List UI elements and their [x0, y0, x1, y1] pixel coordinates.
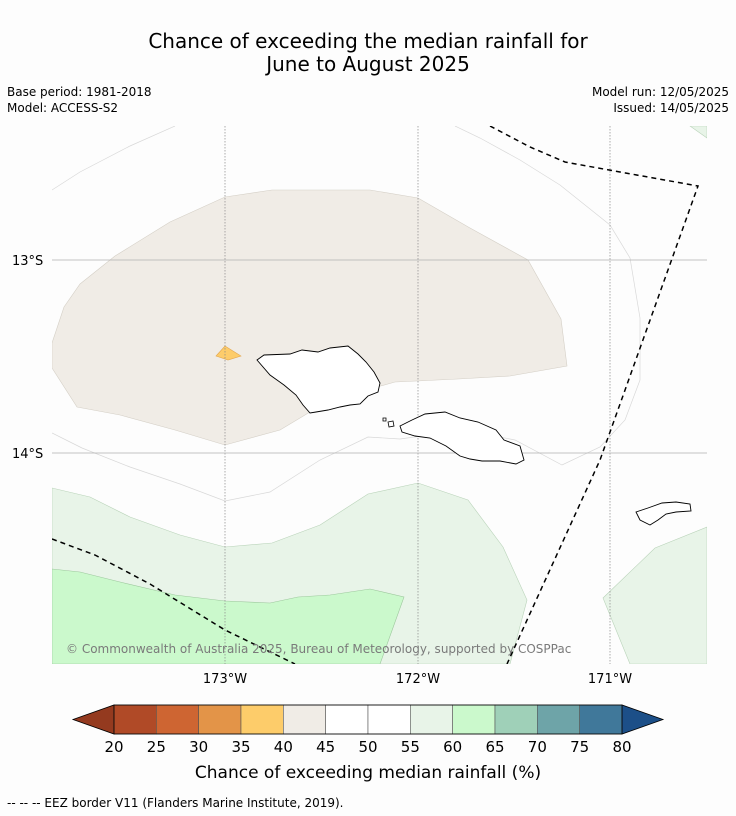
colorbar-segment — [156, 704, 199, 735]
model-name: Model: ACCESS-S2 — [7, 101, 119, 115]
colorbar-segment — [410, 704, 453, 735]
run-info: Model run: 12/05/2025 Issued: 14/05/2025 — [592, 84, 729, 116]
colorbar-tick-label: 35 — [231, 738, 250, 756]
upolu-island — [399, 411, 525, 465]
issued-date: Issued: 14/05/2025 — [613, 101, 729, 115]
colorbar-tick-label: 30 — [189, 738, 208, 756]
colorbar-segment — [283, 704, 326, 735]
lat-label-14s: 14°S — [12, 447, 43, 462]
colorbar-tick-label: 40 — [274, 738, 293, 756]
lon-label-172w: 172°W — [396, 672, 440, 687]
apolima-islet — [382, 417, 387, 422]
colorbar-tick-label: 45 — [316, 738, 335, 756]
colorbar-over-arrow — [621, 704, 665, 735]
colorbar-tick-label: 20 — [104, 738, 123, 756]
lon-label-171w: 171°W — [588, 672, 632, 687]
title-line-1: Chance of exceeding the median rainfall … — [148, 29, 588, 53]
colorbar-ticks: 20 25 30 35 40 45 50 55 60 65 70 75 80 — [104, 738, 631, 756]
colorbar-segment — [537, 704, 580, 735]
colorbar-segment — [240, 704, 284, 735]
eez-legend-footnote: -- -- -- EEZ border V11 (Flanders Marine… — [7, 796, 344, 810]
copyright-notice: © Commonwealth of Australia 2025, Bureau… — [66, 642, 571, 656]
region-60-65-east — [602, 526, 707, 664]
eez-border-line — [489, 126, 700, 664]
colorbar-segment — [579, 704, 623, 735]
region-65-70 — [52, 568, 405, 664]
lat-label-13s: 13°S — [12, 254, 43, 269]
model-info: Base period: 1981-2018 Model: ACCESS-S2 — [7, 84, 152, 116]
colorbar-tick-label: 50 — [358, 738, 377, 756]
colorbar-segment — [452, 704, 496, 735]
colorbar-tick-label: 25 — [147, 738, 166, 756]
model-run: Model run: 12/05/2025 — [591, 85, 729, 99]
savaii-island — [256, 345, 381, 414]
title-line-2: June to August 2025 — [266, 52, 470, 76]
region-60-65-ne — [689, 126, 707, 139]
colorbar-segment — [494, 704, 538, 735]
colorbar-tick-label: 55 — [401, 738, 420, 756]
map-area: © Commonwealth of Australia 2025, Bureau… — [52, 126, 707, 664]
colorbar-tick-label: 65 — [485, 738, 504, 756]
colorbar-tick-label: 70 — [528, 738, 547, 756]
colorbar-tick-label: 80 — [612, 738, 631, 756]
colorbar-outline — [113, 704, 623, 735]
colorbar-title: Chance of exceeding median rainfall (%) — [195, 763, 541, 783]
colorbar-segment — [198, 704, 242, 735]
manono-islet — [387, 420, 395, 428]
colorbar-tick-label: 60 — [443, 738, 462, 756]
colorbar-segment — [367, 704, 411, 735]
base-period: Base period: 1981-2018 — [7, 85, 152, 99]
colorbar-under-arrow — [71, 704, 115, 735]
colorbar-segment — [113, 704, 157, 735]
colorbar-tick-label: 75 — [570, 738, 589, 756]
region-40-45 — [52, 189, 568, 446]
lon-label-173w: 173°W — [203, 672, 247, 687]
colorbar — [71, 704, 665, 735]
colorbar-segment — [325, 704, 369, 735]
map-title: Chance of exceeding the median rainfall … — [0, 30, 736, 76]
tutuila-island — [635, 501, 692, 526]
region-35-40 — [215, 345, 242, 361]
eez-border-line-southwest — [52, 538, 296, 664]
